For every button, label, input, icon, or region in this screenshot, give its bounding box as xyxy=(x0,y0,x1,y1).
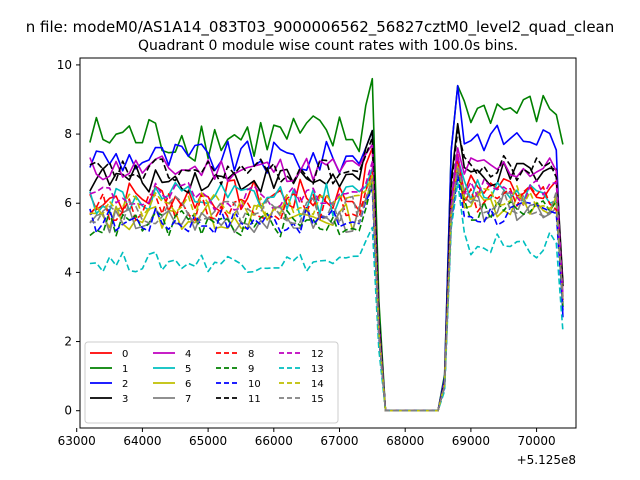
series-line-2 xyxy=(89,84,564,412)
plot-title: Quadrant 0 module wise count rates with … xyxy=(138,38,518,54)
x-tick-label: 66000 xyxy=(255,434,293,448)
legend-label-3: 3 xyxy=(122,394,128,405)
series-line-13 xyxy=(89,181,564,412)
plot-frame xyxy=(79,57,577,429)
legend-label-10: 10 xyxy=(248,379,261,390)
series-line-8 xyxy=(89,157,564,412)
legend-label-14: 14 xyxy=(311,379,324,390)
series-line-9 xyxy=(89,171,564,412)
legend-label-1: 1 xyxy=(122,364,128,375)
y-tick-label: 4 xyxy=(64,265,72,279)
y-tick-label: 0 xyxy=(64,404,72,418)
y-tick-label: 8 xyxy=(64,127,72,141)
y-tick-label: 2 xyxy=(64,335,72,349)
legend-label-6: 6 xyxy=(185,379,191,390)
legend-label-9: 9 xyxy=(248,364,254,375)
x-tick-label: 64000 xyxy=(123,434,161,448)
series-line-12 xyxy=(89,154,564,412)
legend-label-0: 0 xyxy=(122,349,128,360)
legend-label-8: 8 xyxy=(248,349,254,360)
x-tick-label: 63000 xyxy=(58,434,96,448)
series-line-4 xyxy=(89,143,564,412)
legend-box xyxy=(84,341,339,424)
series-line-1 xyxy=(89,77,564,412)
legend-label-11: 11 xyxy=(248,394,261,405)
legend-label-2: 2 xyxy=(122,379,128,390)
x-tick-label: 67000 xyxy=(320,434,358,448)
figure-suptitle: n file: modeM0/AS1A14_083T03_9000006562_… xyxy=(26,18,615,37)
x-tick-label: 70000 xyxy=(517,434,555,448)
x-tick-label: 69000 xyxy=(452,434,490,448)
y-axis: 0 2 4 6 8 10 xyxy=(57,58,80,418)
series-line-14 xyxy=(89,164,564,412)
legend-label-13: 13 xyxy=(311,364,324,375)
legend-label-7: 7 xyxy=(185,394,191,405)
series-line-15 xyxy=(89,167,564,412)
y-tick-label: 6 xyxy=(64,196,72,210)
x-tick-label: 65000 xyxy=(189,434,227,448)
legend-label-12: 12 xyxy=(311,349,324,360)
series-line-11 xyxy=(89,129,564,412)
legend-label-5: 5 xyxy=(185,364,191,375)
x-axis: 63000 64000 65000 66000 67000 68000 69000 70000 xyxy=(58,428,556,448)
legend-label-4: 4 xyxy=(185,349,191,360)
x-offset-label: +5.125e8 xyxy=(517,453,576,467)
y-tick-label: 10 xyxy=(57,58,72,72)
legend-label-15: 15 xyxy=(311,394,324,405)
x-tick-label: 68000 xyxy=(386,434,424,448)
series-layer xyxy=(89,77,564,412)
